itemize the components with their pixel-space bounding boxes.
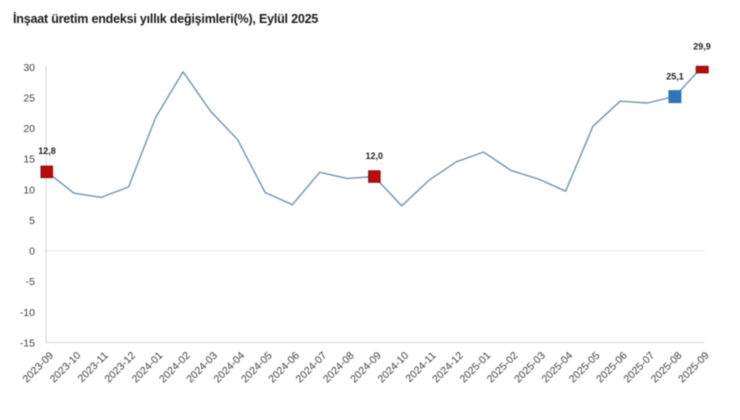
svg-text:25: 25: [23, 92, 35, 104]
svg-text:-15: -15: [20, 337, 35, 349]
svg-text:-5: -5: [26, 276, 35, 288]
svg-text:5: 5: [29, 215, 35, 227]
svg-text:30: 30: [23, 62, 35, 74]
svg-text:12,0: 12,0: [366, 151, 384, 161]
svg-text:25,1: 25,1: [666, 72, 684, 82]
svg-text:0: 0: [29, 246, 35, 258]
svg-text:12,8: 12,8: [38, 146, 56, 156]
svg-text:-10: -10: [20, 307, 35, 319]
svg-text:2025-09: 2025-09: [676, 350, 712, 386]
svg-text:15: 15: [23, 154, 35, 166]
svg-text:20: 20: [23, 123, 35, 135]
svg-text:29,9: 29,9: [693, 42, 711, 52]
svg-text:10: 10: [23, 184, 35, 196]
